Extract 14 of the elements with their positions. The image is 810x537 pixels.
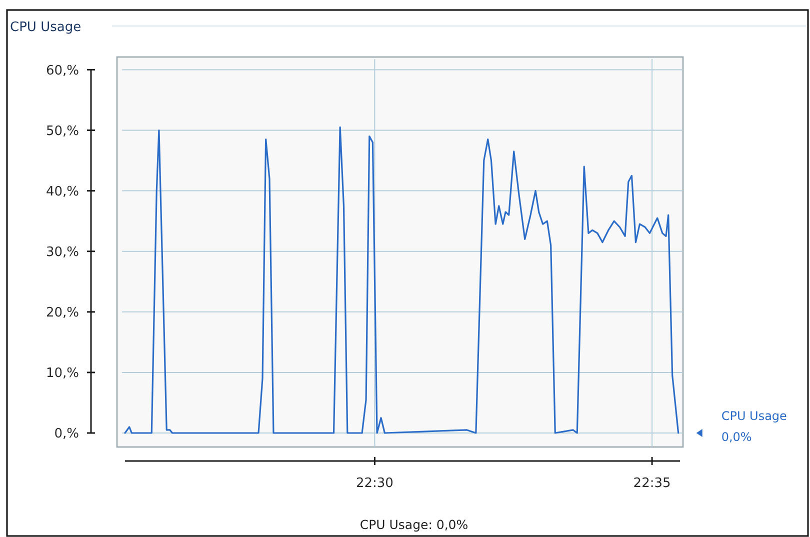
y-tick-label: 30,% — [46, 244, 79, 260]
x-tick-label: 22:35 — [633, 476, 671, 491]
chart-title: CPU Usage — [10, 20, 82, 35]
x-tick-label: 22:30 — [356, 476, 394, 491]
y-tick-label: 20,% — [46, 305, 79, 320]
text: CPU Usage — [721, 409, 787, 423]
y-tick-label: 0,% — [54, 426, 79, 442]
y-tick-label: 40,% — [46, 184, 79, 200]
y-tick-label: 10,% — [46, 366, 79, 381]
y-tick-label: 50,% — [46, 124, 79, 139]
text: CPU Usage: 0,0% — [360, 517, 468, 532]
y-tick-label: 60,% — [46, 63, 79, 78]
line-series — [124, 126, 680, 434]
text: 0,0% — [721, 430, 752, 444]
